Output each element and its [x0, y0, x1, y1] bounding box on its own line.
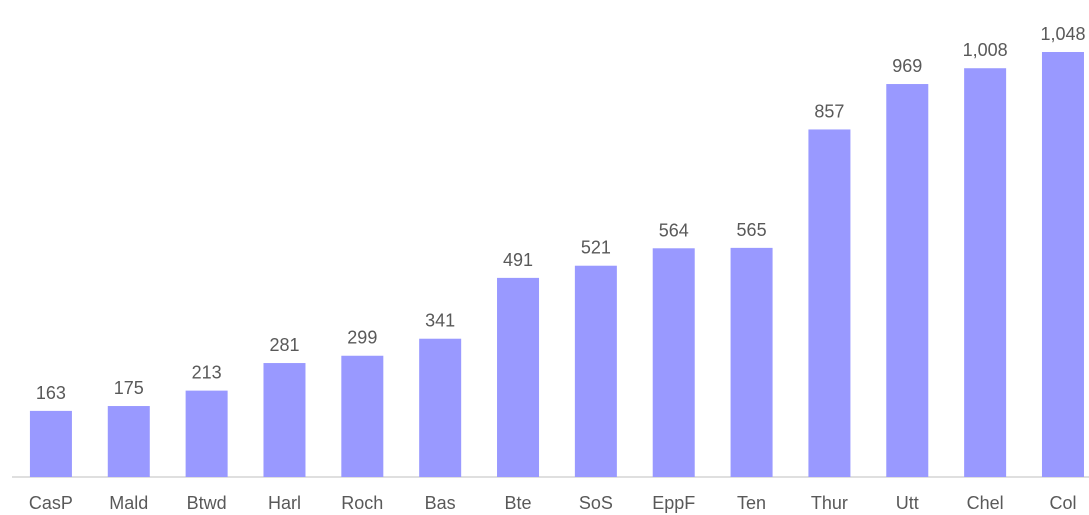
x-tick-label: EppF — [652, 493, 695, 513]
value-label: 163 — [36, 383, 66, 403]
bar — [574, 265, 617, 477]
value-label: 1,048 — [1040, 24, 1085, 44]
value-label: 1,008 — [963, 40, 1008, 60]
value-label: 565 — [737, 220, 767, 240]
x-tick-label: Col — [1049, 493, 1076, 513]
x-tick-label: Mald — [109, 493, 148, 513]
bar — [497, 277, 540, 477]
value-label: 341 — [425, 311, 455, 331]
value-label: 969 — [892, 56, 922, 76]
x-tick-label: Bas — [425, 493, 456, 513]
x-tick-label: Ten — [737, 493, 766, 513]
bar — [263, 363, 306, 477]
x-tick-label: CasP — [29, 493, 73, 513]
bar — [107, 406, 150, 477]
bar — [886, 84, 929, 477]
bar — [419, 338, 462, 477]
value-label: 491 — [503, 250, 533, 270]
x-tick-label: Bte — [505, 493, 532, 513]
bar — [652, 248, 695, 477]
value-label: 281 — [269, 335, 299, 355]
x-tick-label: Utt — [896, 493, 919, 513]
bar — [341, 355, 384, 477]
value-label: 521 — [581, 238, 611, 258]
bar — [185, 390, 228, 477]
x-tick-label: Chel — [967, 493, 1004, 513]
value-label: 299 — [347, 328, 377, 348]
value-label: 213 — [192, 363, 222, 383]
bar — [730, 247, 773, 477]
value-label: 175 — [114, 378, 144, 398]
bar — [808, 129, 851, 477]
x-tick-label: SoS — [579, 493, 613, 513]
value-label: 564 — [659, 220, 689, 240]
x-tick-label: Btwd — [187, 493, 227, 513]
x-tick-label: Roch — [341, 493, 383, 513]
bar — [1041, 52, 1084, 477]
x-tick-label: Harl — [268, 493, 301, 513]
bar — [29, 410, 72, 477]
x-tick-label: Thur — [811, 493, 848, 513]
bar — [964, 68, 1007, 477]
value-label: 857 — [814, 101, 844, 121]
